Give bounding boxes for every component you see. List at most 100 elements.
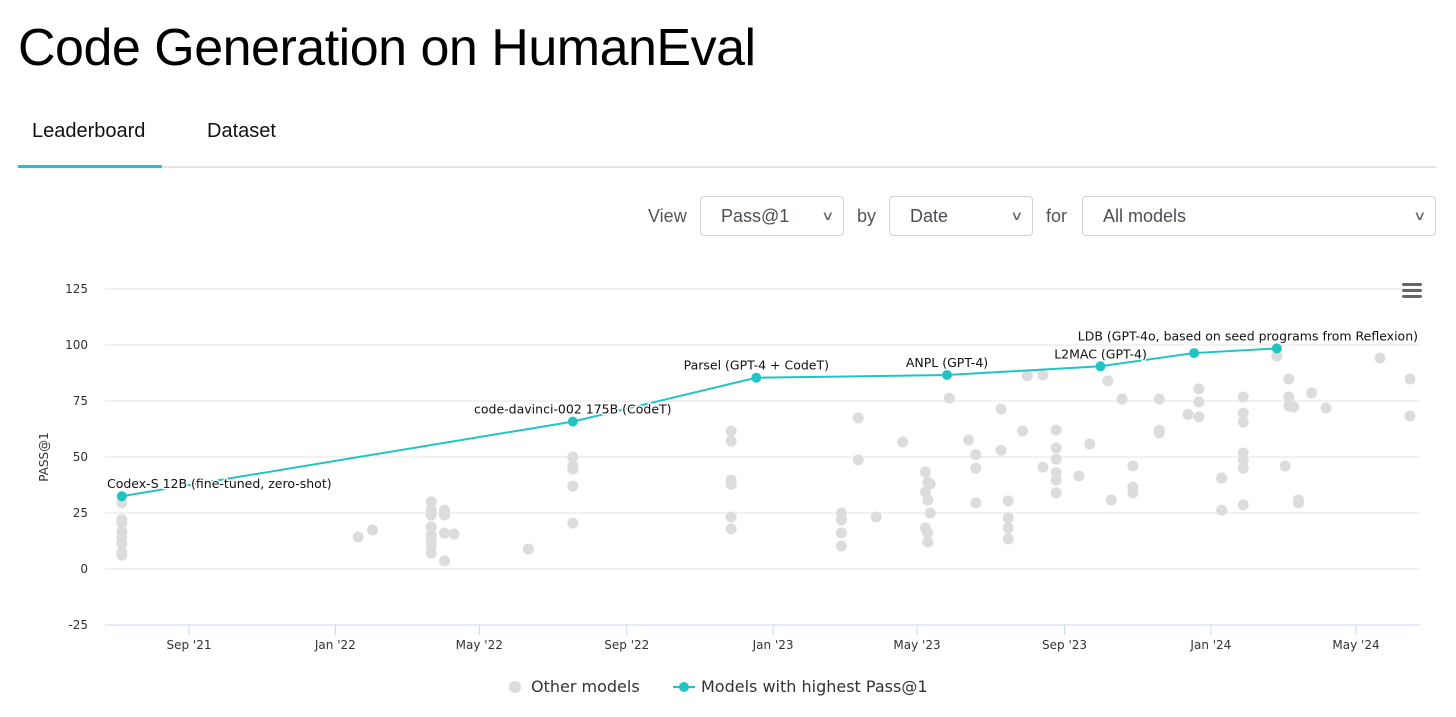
other-model-point[interactable]	[922, 494, 934, 506]
other-model-point[interactable]	[116, 549, 128, 561]
other-model-point[interactable]	[1002, 522, 1014, 534]
other-model-point[interactable]	[1193, 396, 1205, 408]
legend-item-frontier[interactable]: Models with highest Pass@1	[673, 677, 928, 696]
other-model-point[interactable]	[725, 511, 737, 523]
other-model-point[interactable]	[1216, 472, 1228, 484]
other-model-point[interactable]	[1404, 410, 1416, 422]
other-model-point[interactable]	[835, 514, 847, 526]
legend-item-other-models[interactable]: Other models	[509, 677, 640, 696]
other-model-point[interactable]	[438, 555, 450, 567]
other-model-point[interactable]	[1050, 442, 1062, 454]
other-model-point[interactable]	[367, 524, 379, 536]
other-model-point[interactable]	[116, 537, 128, 549]
other-model-point[interactable]	[448, 528, 460, 540]
other-model-point[interactable]	[425, 521, 437, 533]
frontier-point[interactable]	[116, 491, 127, 502]
other-model-point[interactable]	[852, 412, 864, 424]
tab-dataset[interactable]: Dataset	[207, 120, 276, 142]
other-model-point[interactable]	[1050, 487, 1062, 499]
view-metric-select[interactable]: Pass@1 ∨	[700, 196, 844, 236]
other-model-point[interactable]	[522, 543, 534, 555]
other-model-point[interactable]	[919, 466, 931, 478]
other-model-point[interactable]	[1237, 462, 1249, 474]
frontier-point[interactable]	[1189, 348, 1200, 359]
other-model-point[interactable]	[1320, 402, 1332, 414]
other-model-point[interactable]	[1037, 369, 1049, 381]
other-model-point[interactable]	[567, 480, 579, 492]
other-model-point[interactable]	[1002, 512, 1014, 524]
other-model-point[interactable]	[725, 478, 737, 490]
other-model-point[interactable]	[1050, 474, 1062, 486]
other-model-point[interactable]	[922, 536, 934, 548]
other-model-point[interactable]	[1037, 461, 1049, 473]
other-model-point[interactable]	[438, 509, 450, 521]
other-model-point[interactable]	[1193, 383, 1205, 395]
other-model-point[interactable]	[1237, 454, 1249, 466]
other-model-point[interactable]	[1279, 460, 1291, 472]
other-model-point[interactable]	[1292, 497, 1304, 509]
other-model-point[interactable]	[725, 435, 737, 447]
other-model-point[interactable]	[567, 463, 579, 475]
other-model-point[interactable]	[1050, 453, 1062, 465]
other-model-point[interactable]	[1306, 387, 1318, 399]
other-model-point[interactable]	[567, 517, 579, 529]
frontier-point[interactable]	[1271, 343, 1282, 354]
frontier-point[interactable]	[751, 372, 762, 383]
other-model-point[interactable]	[425, 509, 437, 521]
other-model-point[interactable]	[425, 547, 437, 559]
other-model-point[interactable]	[725, 425, 737, 437]
other-model-point[interactable]	[995, 403, 1007, 415]
frontier-point[interactable]	[942, 370, 953, 381]
other-model-point[interactable]	[1271, 350, 1283, 362]
other-model-point[interactable]	[1237, 391, 1249, 403]
other-model-point[interactable]	[1084, 438, 1096, 450]
other-model-point[interactable]	[924, 478, 936, 490]
other-model-point[interactable]	[438, 527, 450, 539]
other-model-point[interactable]	[970, 462, 982, 474]
other-model-point[interactable]	[425, 496, 437, 508]
tab-leaderboard[interactable]: Leaderboard	[32, 120, 146, 142]
other-model-point[interactable]	[1116, 393, 1128, 405]
other-model-point[interactable]	[567, 451, 579, 463]
other-model-point[interactable]	[852, 454, 864, 466]
other-model-point[interactable]	[970, 497, 982, 509]
other-model-point[interactable]	[1283, 391, 1295, 403]
other-model-point[interactable]	[835, 527, 847, 539]
other-model-point[interactable]	[897, 436, 909, 448]
other-model-point[interactable]	[963, 434, 975, 446]
other-model-point[interactable]	[352, 531, 364, 543]
other-model-point[interactable]	[943, 392, 955, 404]
other-model-point[interactable]	[835, 540, 847, 552]
other-model-point[interactable]	[1182, 408, 1194, 420]
other-model-point[interactable]	[1017, 425, 1029, 437]
other-model-point[interactable]	[1127, 487, 1139, 499]
other-model-point[interactable]	[924, 507, 936, 519]
other-model-point[interactable]	[116, 517, 128, 529]
other-model-point[interactable]	[1237, 407, 1249, 419]
models-filter-select[interactable]: All models ∨	[1082, 196, 1436, 236]
frontier-point[interactable]	[1095, 361, 1106, 372]
other-model-point[interactable]	[1153, 427, 1165, 439]
other-model-point[interactable]	[922, 527, 934, 539]
other-model-point[interactable]	[1404, 373, 1416, 385]
other-model-point[interactable]	[1102, 375, 1114, 387]
other-model-point[interactable]	[1105, 494, 1117, 506]
other-model-point[interactable]	[1216, 504, 1228, 516]
other-model-point[interactable]	[970, 449, 982, 461]
other-model-point[interactable]	[1193, 411, 1205, 423]
other-model-point[interactable]	[1374, 352, 1386, 364]
other-model-point[interactable]	[1283, 373, 1295, 385]
other-model-point[interactable]	[1237, 416, 1249, 428]
other-model-point[interactable]	[1002, 495, 1014, 507]
by-select[interactable]: Date ∨	[889, 196, 1033, 236]
other-model-point[interactable]	[1021, 370, 1033, 382]
other-model-point[interactable]	[1050, 424, 1062, 436]
other-model-point[interactable]	[1002, 533, 1014, 545]
other-model-point[interactable]	[870, 511, 882, 523]
other-model-point[interactable]	[1288, 401, 1300, 413]
hamburger-menu-icon[interactable]	[1402, 283, 1422, 298]
other-model-point[interactable]	[995, 444, 1007, 456]
other-model-point[interactable]	[725, 523, 737, 535]
frontier-point[interactable]	[567, 416, 578, 427]
other-model-point[interactable]	[1153, 393, 1165, 405]
